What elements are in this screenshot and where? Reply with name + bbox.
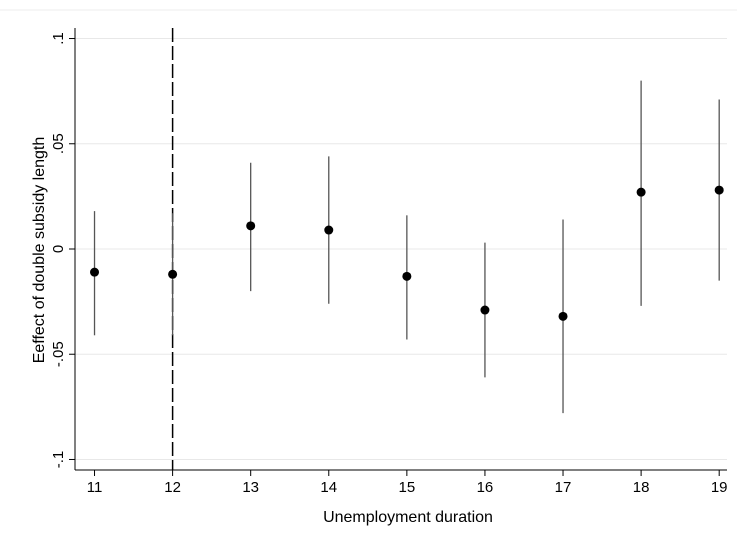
x-tick-label: 18 [633,479,650,496]
y-tick-label: .1 [50,32,67,45]
y-tick-label: -.1 [50,451,67,469]
point-estimate [636,187,646,197]
confidence-interval-layer [93,80,720,414]
x-tick-label: 17 [555,479,572,496]
x-tick-label: 13 [242,479,259,496]
x-axis-title: Unemployment duration [323,509,493,526]
point-estimate [168,269,178,279]
grid-layer [0,9,737,460]
tick-label-layer: -.1 -.05 0 .05 .1 11 12 13 14 15 16 17 18 19 [50,32,728,496]
x-tick-label: 11 [87,479,103,496]
point-layer [90,185,724,321]
y-tick-label: .05 [50,133,67,154]
axes-layer [69,28,727,476]
y-tick-label: -.05 [50,341,67,367]
point-estimate [558,311,568,321]
x-tick-label: 14 [320,479,337,496]
x-tick-label: 12 [164,479,181,496]
point-estimate [90,267,100,277]
x-tick-label: 19 [711,479,728,496]
y-tick-label: 0 [50,245,67,253]
x-tick-label: 16 [477,479,494,496]
point-estimate [324,225,334,235]
point-estimate [714,185,724,195]
point-estimate [480,305,490,315]
y-axis-title: Eeffect of double subsidy length [31,137,48,364]
x-tick-label: 15 [399,479,416,496]
point-estimate [246,221,256,231]
point-estimate [402,271,412,281]
